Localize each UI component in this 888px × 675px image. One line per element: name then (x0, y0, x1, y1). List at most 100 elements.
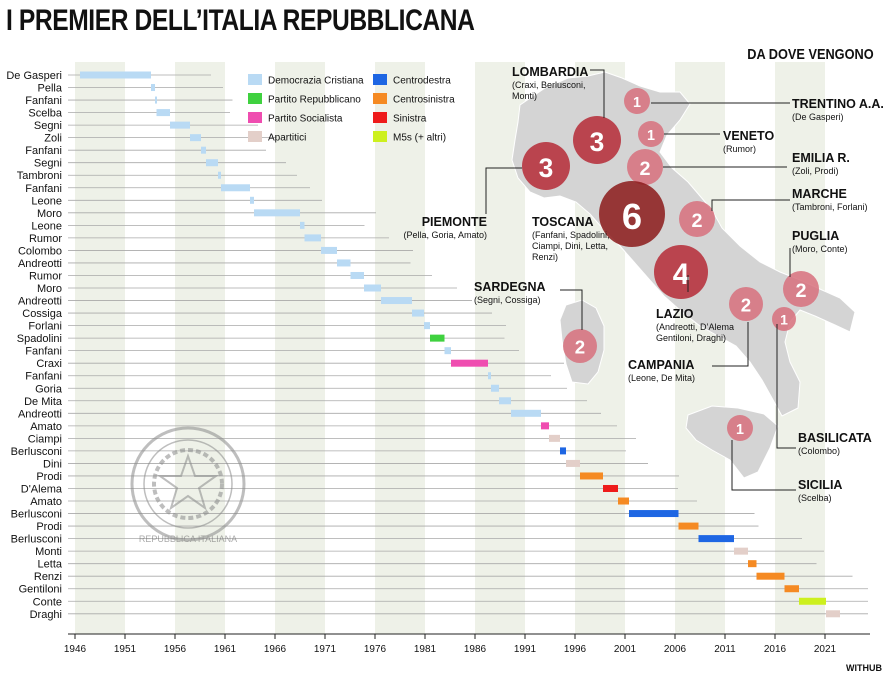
emblem-text: REPUBBLICA ITALIANA (139, 534, 237, 544)
x-tick-label: 2001 (614, 644, 637, 655)
region-bubble (573, 116, 621, 164)
region-premiers: (Zoli, Prodi) (792, 166, 839, 176)
legend-swatch (248, 93, 262, 104)
premier-bar (560, 447, 566, 455)
legend-swatch (248, 131, 262, 142)
premier-label: Dini (43, 458, 62, 470)
premier-bar (254, 209, 300, 217)
x-tick-label: 1996 (564, 644, 587, 655)
premier-bar (826, 610, 840, 618)
region-name: LOMBARDIA (512, 65, 588, 79)
x-tick-label: 2016 (764, 644, 787, 655)
premier-bar (250, 196, 254, 204)
region-premiers: (Andreotti, D’Alema Gentiloni, Draghi) (656, 322, 734, 343)
region-premiers: (Tambroni, Forlani) (792, 202, 868, 212)
premier-bar (629, 510, 679, 518)
legend-swatch (373, 74, 387, 85)
x-tick-label: 1966 (264, 644, 287, 655)
region-premiers: (Segni, Cossiga) (474, 295, 541, 305)
premier-bar (337, 259, 351, 267)
region-name: SARDEGNA (474, 280, 546, 294)
region-count: 2 (741, 295, 751, 316)
region-bubble (638, 121, 664, 147)
premier-label: Andreotti (18, 296, 62, 308)
premier-label: Moro (37, 208, 62, 220)
region-premiers-line: (Craxi, Berlusconi, (512, 80, 586, 90)
year-stripe (675, 62, 725, 634)
premier-label: Prodi (36, 521, 62, 533)
emblem-ring-outer (130, 426, 246, 542)
region-premiers-line: (Fanfani, Spadolini, (532, 230, 610, 240)
region-bubble (772, 307, 796, 331)
premier-label: Fanfani (25, 183, 62, 195)
premier-bar (201, 146, 206, 154)
region-count: 2 (795, 280, 806, 302)
emblem-ring-inner (143, 439, 233, 529)
premier-label: Draghi (30, 609, 62, 621)
x-tick-label: 1976 (364, 644, 387, 655)
premier-label: Segni (34, 158, 62, 170)
legend-label: Democrazia Cristiana (268, 76, 364, 87)
region-bubble (599, 181, 665, 247)
region-bubble (783, 271, 819, 307)
premier-bar (412, 309, 424, 317)
chart-bars (80, 71, 840, 618)
region-premiers: (Fanfani, Spadolini, Ciampi, Dini, Letta,… (532, 230, 610, 262)
premier-label: Zoli (44, 133, 62, 145)
premier-label: Andreotti (18, 258, 62, 270)
premier-bar (784, 585, 799, 593)
region-premiers: (Pella, Goria, Amato) (403, 230, 487, 240)
region-name: MARCHE (792, 187, 847, 201)
region-count: 2 (691, 210, 702, 232)
premier-label: Ciampi (28, 433, 62, 445)
legend-label: Centrosinistra (393, 95, 455, 106)
premier-bar (618, 497, 629, 505)
premier-bar (756, 572, 785, 580)
premier-bar (424, 322, 430, 330)
premier-bar (499, 397, 511, 405)
premier-label: Letta (38, 559, 63, 571)
credit-label: WITHUB (846, 663, 882, 673)
region-premiers-line: Renzi) (532, 252, 558, 262)
premier-label: D'Alema (21, 483, 63, 495)
region-count: 2 (639, 158, 650, 180)
region-premiers: (Moro, Conte) (792, 244, 848, 254)
region-name: BASILICATA (798, 431, 872, 445)
region-premiers-line: (Leone, De Mita) (628, 373, 695, 383)
premier-label: Amato (30, 496, 62, 508)
page-title: I PREMIER DELL’ITALIA REPUBBLICANA (6, 4, 475, 37)
region-count: 3 (539, 153, 554, 183)
region-premiers-line: (Rumor) (723, 144, 756, 154)
region-bubble (729, 287, 763, 321)
premier-bar (491, 384, 499, 392)
premier-bar (444, 347, 451, 355)
premier-label: Scelba (28, 108, 63, 120)
region-premiers: (Scelba) (798, 493, 832, 503)
premier-bar (698, 535, 734, 543)
premier-bar (156, 109, 170, 117)
region-bubble (522, 142, 570, 190)
premier-bar (541, 422, 549, 430)
legend-label: M5s (+ altri) (393, 133, 446, 144)
leader-line (731, 440, 796, 491)
x-tick-label: 2006 (664, 644, 687, 655)
premier-label: Leone (31, 220, 62, 232)
premier-bar (80, 71, 151, 79)
region-bubble (679, 201, 715, 237)
year-stripe (175, 62, 225, 634)
x-tick-label: 1991 (514, 644, 537, 655)
premier-bar (321, 246, 337, 254)
region-premiers: (Craxi, Berlusconi, Monti) (512, 80, 586, 101)
region-count: 2 (575, 337, 585, 358)
legend-label: Partito Repubblicano (268, 95, 361, 106)
premier-label: Fanfani (25, 145, 62, 157)
premier-label: Fanfani (25, 371, 62, 383)
region-name: TOSCANA (532, 215, 594, 229)
premier-bar (206, 159, 218, 167)
region-premiers-line: (Colombo) (798, 446, 840, 456)
premier-label: Monti (35, 546, 62, 558)
legend-swatch (248, 74, 262, 85)
premier-label: Berlusconi (11, 446, 62, 458)
region-name: TRENTINO A.A. (792, 97, 884, 111)
